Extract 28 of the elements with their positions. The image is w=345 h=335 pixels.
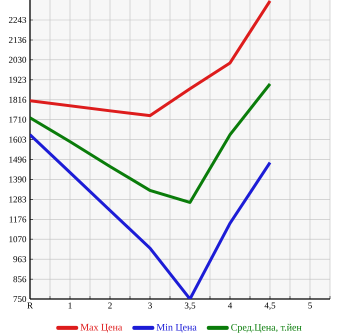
line-series: [30, 82, 272, 204]
line-series: [30, 133, 272, 299]
y-tick-label: 2243: [8, 16, 26, 24]
y-tick-label: 1603: [9, 136, 26, 143]
x-tick-label: 3: [148, 302, 152, 309]
x-tick-label: 2: [108, 302, 112, 308]
x-tick-label: 3,5: [184, 302, 196, 310]
y-tick-label: 2136: [8, 36, 26, 44]
legend-label: Min Цена: [156, 324, 197, 333]
y-tick-label: 1923: [9, 76, 26, 83]
legend-label: Сред.Цена, т.йен: [231, 324, 302, 333]
x-tick-label: 4,5: [264, 302, 276, 310]
y-tick-label: 1816: [9, 96, 26, 103]
y-tick-label: 1710: [9, 116, 26, 123]
y-tick-label: 963: [13, 256, 26, 262]
y-tick-label: 1496: [9, 156, 26, 163]
y-tick-label: 856: [13, 276, 26, 282]
y-tick-label: 2030: [8, 56, 26, 63]
x-tick-label: 4: [228, 302, 232, 308]
y-tick-label: 1283: [9, 196, 26, 202]
y-tick-label: 1176: [10, 216, 26, 222]
legend-label: Max Цена: [80, 324, 122, 333]
y-tick-label: 1070: [9, 236, 26, 242]
x-tick-label: 1: [68, 302, 72, 308]
y-tick-label: 1390: [9, 176, 26, 182]
y-tick-label: 750: [14, 296, 26, 302]
x-tick-label: 5: [308, 302, 312, 308]
x-tick-label: R: [27, 302, 33, 308]
